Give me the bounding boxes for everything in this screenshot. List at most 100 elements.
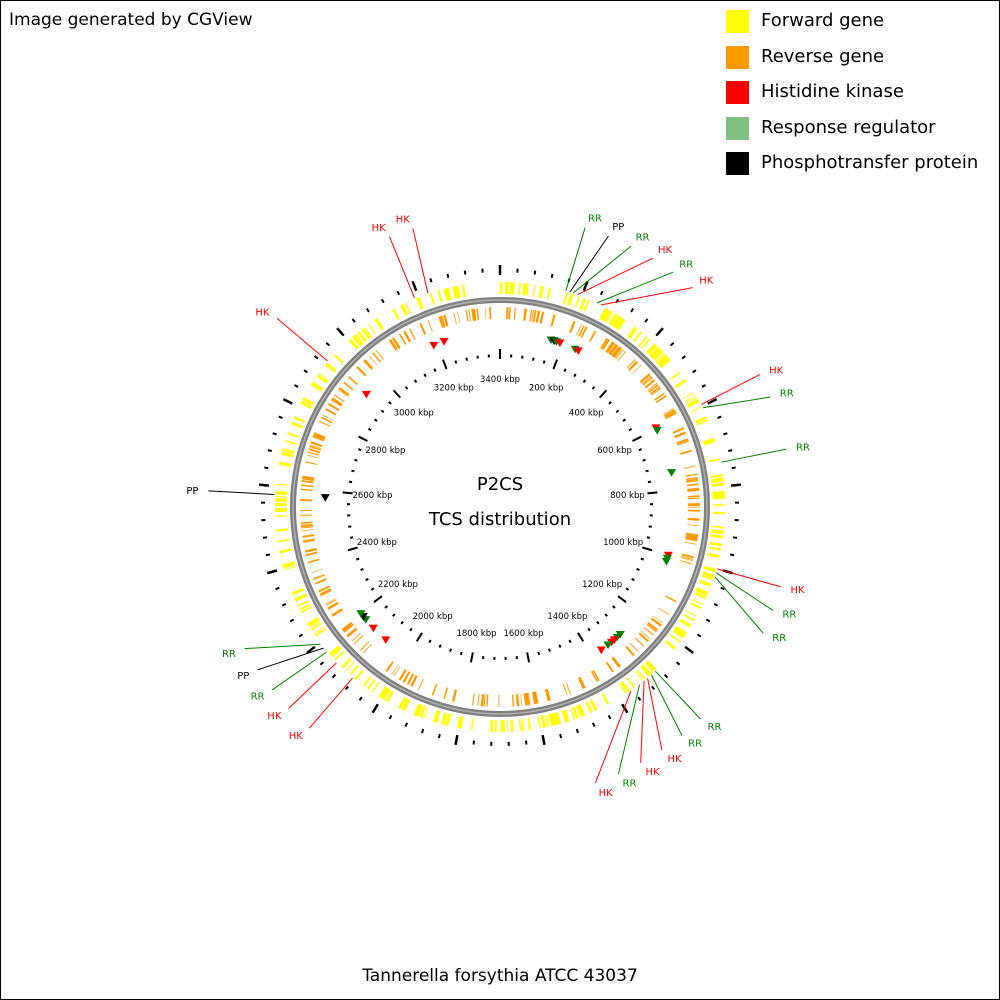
forward-gene: [577, 705, 583, 717]
reverse-gene: [580, 326, 587, 338]
forward-gene: [525, 283, 529, 296]
forward-gene: [353, 334, 364, 346]
forward-gene: [702, 571, 715, 579]
reverse-gene: [489, 307, 492, 320]
outer-minor-tick: [651, 685, 656, 691]
forward-gene: [354, 333, 364, 345]
forward-gene: [617, 319, 626, 331]
reverse-gene: [605, 341, 614, 353]
hk-marker: [381, 636, 391, 645]
reverse-gene: [592, 669, 600, 682]
callout-label-rr: RR: [796, 443, 810, 454]
outer-minor-tick: [358, 696, 363, 701]
legend-label: Forward gene: [761, 10, 885, 31]
forward-gene: [602, 693, 610, 705]
forward-gene: [711, 477, 724, 481]
rr-marker: [356, 610, 366, 618]
ruler-minor-tick: [384, 605, 388, 609]
forward-gene: [318, 372, 330, 381]
forward-gene: [293, 415, 306, 424]
ruler-minor-tick: [640, 557, 645, 561]
reverse-gene: [686, 483, 699, 487]
callout-line: [721, 448, 787, 463]
reverse-gene: [472, 693, 475, 706]
forward-gene: [656, 354, 668, 365]
kbp-labels: 200 kbp 400 kbp 600 kbp 800 kbp 1000 kbp 1200…: [353, 375, 645, 639]
forward-gene: [627, 326, 637, 338]
reverse-gene: [419, 323, 427, 335]
reverse-gene: [608, 343, 618, 355]
callout-label-hk: HK: [372, 223, 387, 234]
forward-gene: [638, 336, 648, 347]
forward-gene: [461, 284, 466, 298]
outer-major-tick: [707, 398, 718, 405]
forward-gene: [703, 565, 717, 573]
outer-minor-tick: [630, 308, 635, 313]
reverse-gene: [674, 431, 687, 439]
callout-line: [701, 373, 761, 405]
reverse-gene: [614, 348, 623, 359]
outer-minor-tick: [720, 586, 725, 591]
ruler-minor-tick: [449, 648, 452, 652]
reverse-gene: [398, 669, 407, 681]
rr-marker: [603, 641, 613, 650]
reverse-gene: [681, 555, 694, 560]
legend-item-response-regulator: Response regulator: [726, 115, 978, 151]
forward-gene: [524, 283, 528, 296]
response-regulator-swatch-icon: [726, 116, 749, 140]
rr-marker: [661, 557, 671, 566]
reverse-gene: [588, 330, 597, 343]
reverse-gene: [313, 573, 325, 580]
reverse-gene: [687, 495, 700, 498]
reverse-gene: [313, 432, 326, 439]
kbp-label: 200 kbp: [529, 384, 564, 394]
callout-label-rr: RR: [222, 649, 236, 660]
reverse-gene: [325, 408, 337, 416]
outer-minor-tick: [675, 661, 681, 666]
kbp-label: 800 kbp: [610, 491, 645, 501]
outer-minor-tick: [731, 466, 736, 470]
forward-gene: [277, 538, 290, 543]
callout-line: [596, 271, 674, 304]
outer-minor-tick: [713, 602, 719, 607]
forward-gene: [672, 628, 685, 639]
reverse-gene: [687, 509, 700, 512]
forward-gene: [307, 617, 319, 626]
forward-gene: [658, 357, 670, 368]
callout-line: [257, 647, 324, 671]
ruler-minor-tick: [568, 639, 572, 644]
reverse-gene: [306, 454, 319, 459]
forward-gene: [275, 515, 288, 517]
reverse-gene: [318, 585, 331, 593]
callout-line: [308, 677, 353, 729]
outer-minor-tick: [303, 369, 308, 374]
outer-minor-tick: [365, 308, 370, 313]
forward-gene: [684, 395, 696, 402]
reverse-gene: [523, 693, 528, 706]
reverse-gene: [648, 384, 659, 393]
ruler-minor-tick: [604, 613, 608, 617]
reverse-gene: [672, 427, 685, 434]
kbp-label: 1000 kbp: [603, 538, 643, 548]
ruler-minor-tick: [392, 613, 396, 617]
reverse-gene: [311, 568, 323, 574]
kbp-label: 600 kbp: [597, 446, 632, 456]
forward-gene: [437, 290, 443, 303]
outer-minor-tick: [404, 722, 408, 727]
reverse-gene: [438, 316, 444, 329]
forward-gene: [683, 391, 694, 399]
forward-gene: [452, 286, 458, 299]
reverse-gene: [681, 553, 694, 559]
reverse-gene: [453, 312, 457, 325]
forward-gene: [539, 285, 544, 299]
reverse-gene: [539, 311, 545, 324]
reverse-gene: [626, 359, 636, 369]
reverse-gene: [300, 523, 313, 528]
ruler-minor-tick: [591, 386, 596, 390]
forward-gene: [290, 421, 303, 429]
reverse-gene: [309, 445, 322, 451]
outer-minor-tick: [637, 696, 642, 701]
forward-gene: [352, 336, 362, 347]
reverse-gene: [601, 338, 610, 350]
reverse-gene: [663, 408, 675, 415]
